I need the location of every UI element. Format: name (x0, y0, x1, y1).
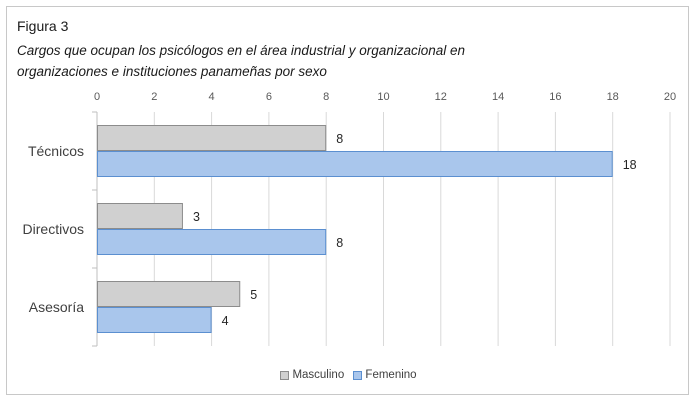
bar-femenino-asesoria (97, 307, 212, 333)
bar-femenino-tecnicos (97, 151, 613, 177)
bar-masculino-tecnicos (97, 125, 327, 151)
data-label-masculino-tecnicos: 8 (336, 132, 343, 146)
figure-label: Figura 3 (17, 18, 69, 34)
data-label-femenino-tecnicos: 18 (623, 158, 637, 172)
data-label-masculino-asesoria: 5 (250, 288, 257, 302)
data-label-masculino-directivos: 3 (193, 210, 200, 224)
x-tick-label-18: 18 (607, 91, 619, 103)
category-label-asesoria: Asesoría (29, 299, 84, 315)
figure-caption: Cargos que ocupan los psicólogos en el á… (17, 40, 465, 82)
legend-label-femenino: Femenino (365, 369, 417, 381)
caption-line-1: Cargos que ocupan los psicólogos en el á… (17, 43, 466, 58)
legend-label-masculino: Masculino (292, 369, 345, 381)
legend-item-masculino: Masculino (280, 369, 344, 381)
legend-swatch-masculino (280, 370, 290, 380)
bar-masculino-asesoria (97, 281, 241, 307)
chart-legend: Masculino Femenino (0, 369, 697, 383)
caption-line-2: organizaciones e instituciones panameñas… (17, 64, 327, 79)
x-tick-label-14: 14 (492, 91, 504, 103)
legend-item-femenino: Femenino (353, 369, 417, 381)
category-label-tecnicos: Técnicos (28, 143, 84, 159)
category-label-directivos: Directivos (23, 221, 84, 237)
x-tick-label-10: 10 (377, 91, 389, 103)
data-label-femenino-directivos: 8 (336, 236, 343, 250)
x-tick-label-2: 2 (151, 91, 157, 103)
data-label-femenino-asesoria: 4 (222, 314, 229, 328)
x-tick-label-0: 0 (94, 91, 100, 103)
legend-swatch-femenino (353, 370, 363, 380)
x-tick-label-4: 4 (209, 91, 215, 103)
x-tick-label-16: 16 (549, 91, 561, 103)
x-tick-label-20: 20 (664, 91, 676, 103)
x-tick-label-12: 12 (435, 91, 447, 103)
bar-masculino-directivos (97, 203, 183, 229)
bar-femenino-directivos (97, 229, 327, 255)
x-tick-label-6: 6 (266, 91, 272, 103)
x-tick-label-8: 8 (323, 91, 329, 103)
